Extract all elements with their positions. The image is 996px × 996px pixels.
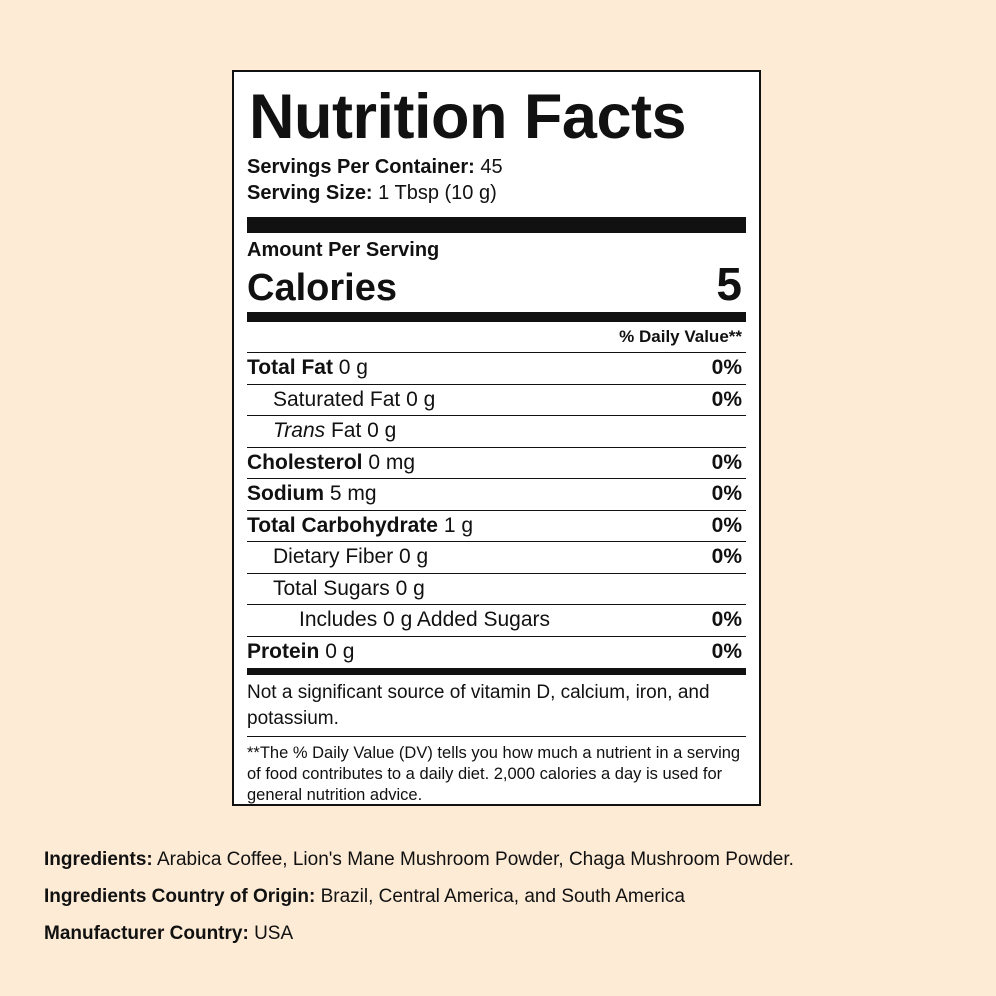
nutrient-name: Total Carbohydrate [247,513,438,537]
nutrient-name: Includes 0 g Added Sugars [299,608,551,632]
medium-divider [247,668,746,675]
nutrient-name: Trans [273,419,326,443]
nutrient-amount: 0 g [338,356,368,380]
nutrient-row-sodium: Sodium 5 mg 0% [247,479,746,511]
thick-divider [247,217,746,233]
nutrient-dv: 0% [711,513,742,537]
nutrient-row-dietary-fiber: Dietary Fiber 0 g 0% [247,542,746,574]
nutrient-name: Saturated Fat [273,387,401,411]
serving-size-value: 1 Tbsp (10 g) [378,182,497,204]
serving-size-label: Serving Size: [247,182,373,204]
nutrient-row-protein: Protein 0 g 0% [247,637,746,668]
nutrient-dv: 0% [711,356,742,380]
nutrient-amount: 0 g [395,576,425,600]
nutrient-dv: 0% [711,450,742,474]
servings-per-container-label: Servings Per Container: [247,156,475,178]
nutrient-name: Protein [247,639,320,663]
daily-value-footnote: **The % Daily Value (DV) tells you how m… [247,744,741,804]
nutrient-amount: 5 mg [329,482,377,506]
nutrient-row-saturated-fat: Saturated Fat 0 g 0% [247,385,746,416]
nutrient-dv: 0% [711,545,742,569]
nutrient-row-trans-fat: Trans Fat 0 g [247,416,746,448]
nutrient-amount: 1 g [443,513,474,537]
manufacturer-value: USA [254,923,294,944]
ingredients-line: Ingredients: Arabica Coffee, Lion's Mane… [44,848,794,872]
servings-per-container: Servings Per Container: 45 [247,154,746,180]
calories-value: 5 [716,258,742,310]
nutrient-dv: 0% [711,482,742,506]
ingredients-value: Arabica Coffee, Lion's Mane Mushroom Pow… [156,849,794,870]
nutrient-row-total-sugars: Total Sugars 0 g [247,574,746,605]
calories-row: Calories 5 [247,258,746,310]
calories-label: Calories [247,267,397,309]
servings-per-container-value: 45 [480,156,503,178]
nutrient-amount: 0 g [399,545,429,569]
nutrient-amount: 0 g [367,419,397,443]
nutrient-row-cholesterol: Cholesterol 0 mg 0% [247,448,746,479]
ingredients-label: Ingredients: [44,849,153,870]
nutrient-name: Cholesterol [247,450,363,474]
medium-divider [247,312,746,322]
origin-label: Ingredients Country of Origin: [44,886,316,907]
amount-per-serving: Amount Per Serving [247,239,440,261]
origin-value: Brazil, Central America, and South Ameri… [320,886,685,907]
origin-line: Ingredients Country of Origin: Brazil, C… [44,885,685,909]
nutrient-name-rest: Fat [330,419,362,443]
nutrient-amount: 0 g [325,639,355,663]
nutrient-row-total-fat: Total Fat 0 g 0% [247,353,746,385]
nutrient-dv: 0% [711,608,742,632]
daily-value-header: % Daily Value** [247,322,746,353]
nutrition-facts-label: Nutrition Facts Servings Per Container: … [232,70,761,806]
nutrient-amount: 0 mg [368,450,416,474]
nutrient-amount: 0 g [406,387,436,411]
nutrient-row-added-sugars: Includes 0 g Added Sugars 0% [247,605,746,637]
nutrient-name: Total Sugars [273,576,390,600]
serving-size: Serving Size: 1 Tbsp (10 g) [247,180,746,206]
nutrient-dv: 0% [711,639,742,663]
vitamins-note: Not a significant source of vitamin D, c… [247,675,746,737]
manufacturer-line: Manufacturer Country: USA [44,922,293,946]
nutrient-dv: 0% [711,387,742,411]
nutrient-row-total-carbohydrate: Total Carbohydrate 1 g 0% [247,511,746,542]
manufacturer-label: Manufacturer Country: [44,923,249,944]
nutrition-facts-title: Nutrition Facts [249,82,687,152]
nutrient-name: Total Fat [247,356,333,380]
nutrient-name: Sodium [247,482,324,506]
nutrient-name: Dietary Fiber [273,545,394,569]
